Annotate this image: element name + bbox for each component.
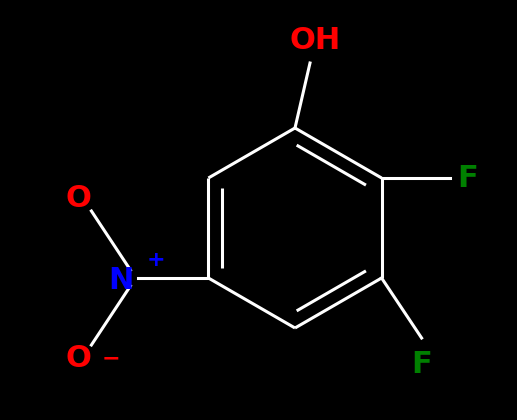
Text: O: O [66, 184, 92, 213]
Text: O: O [66, 344, 92, 373]
Text: F: F [411, 350, 432, 379]
Text: F: F [458, 163, 478, 192]
Text: +: + [146, 250, 165, 270]
Text: −: − [101, 348, 120, 368]
Text: N: N [108, 265, 133, 294]
Text: OH: OH [290, 26, 341, 55]
